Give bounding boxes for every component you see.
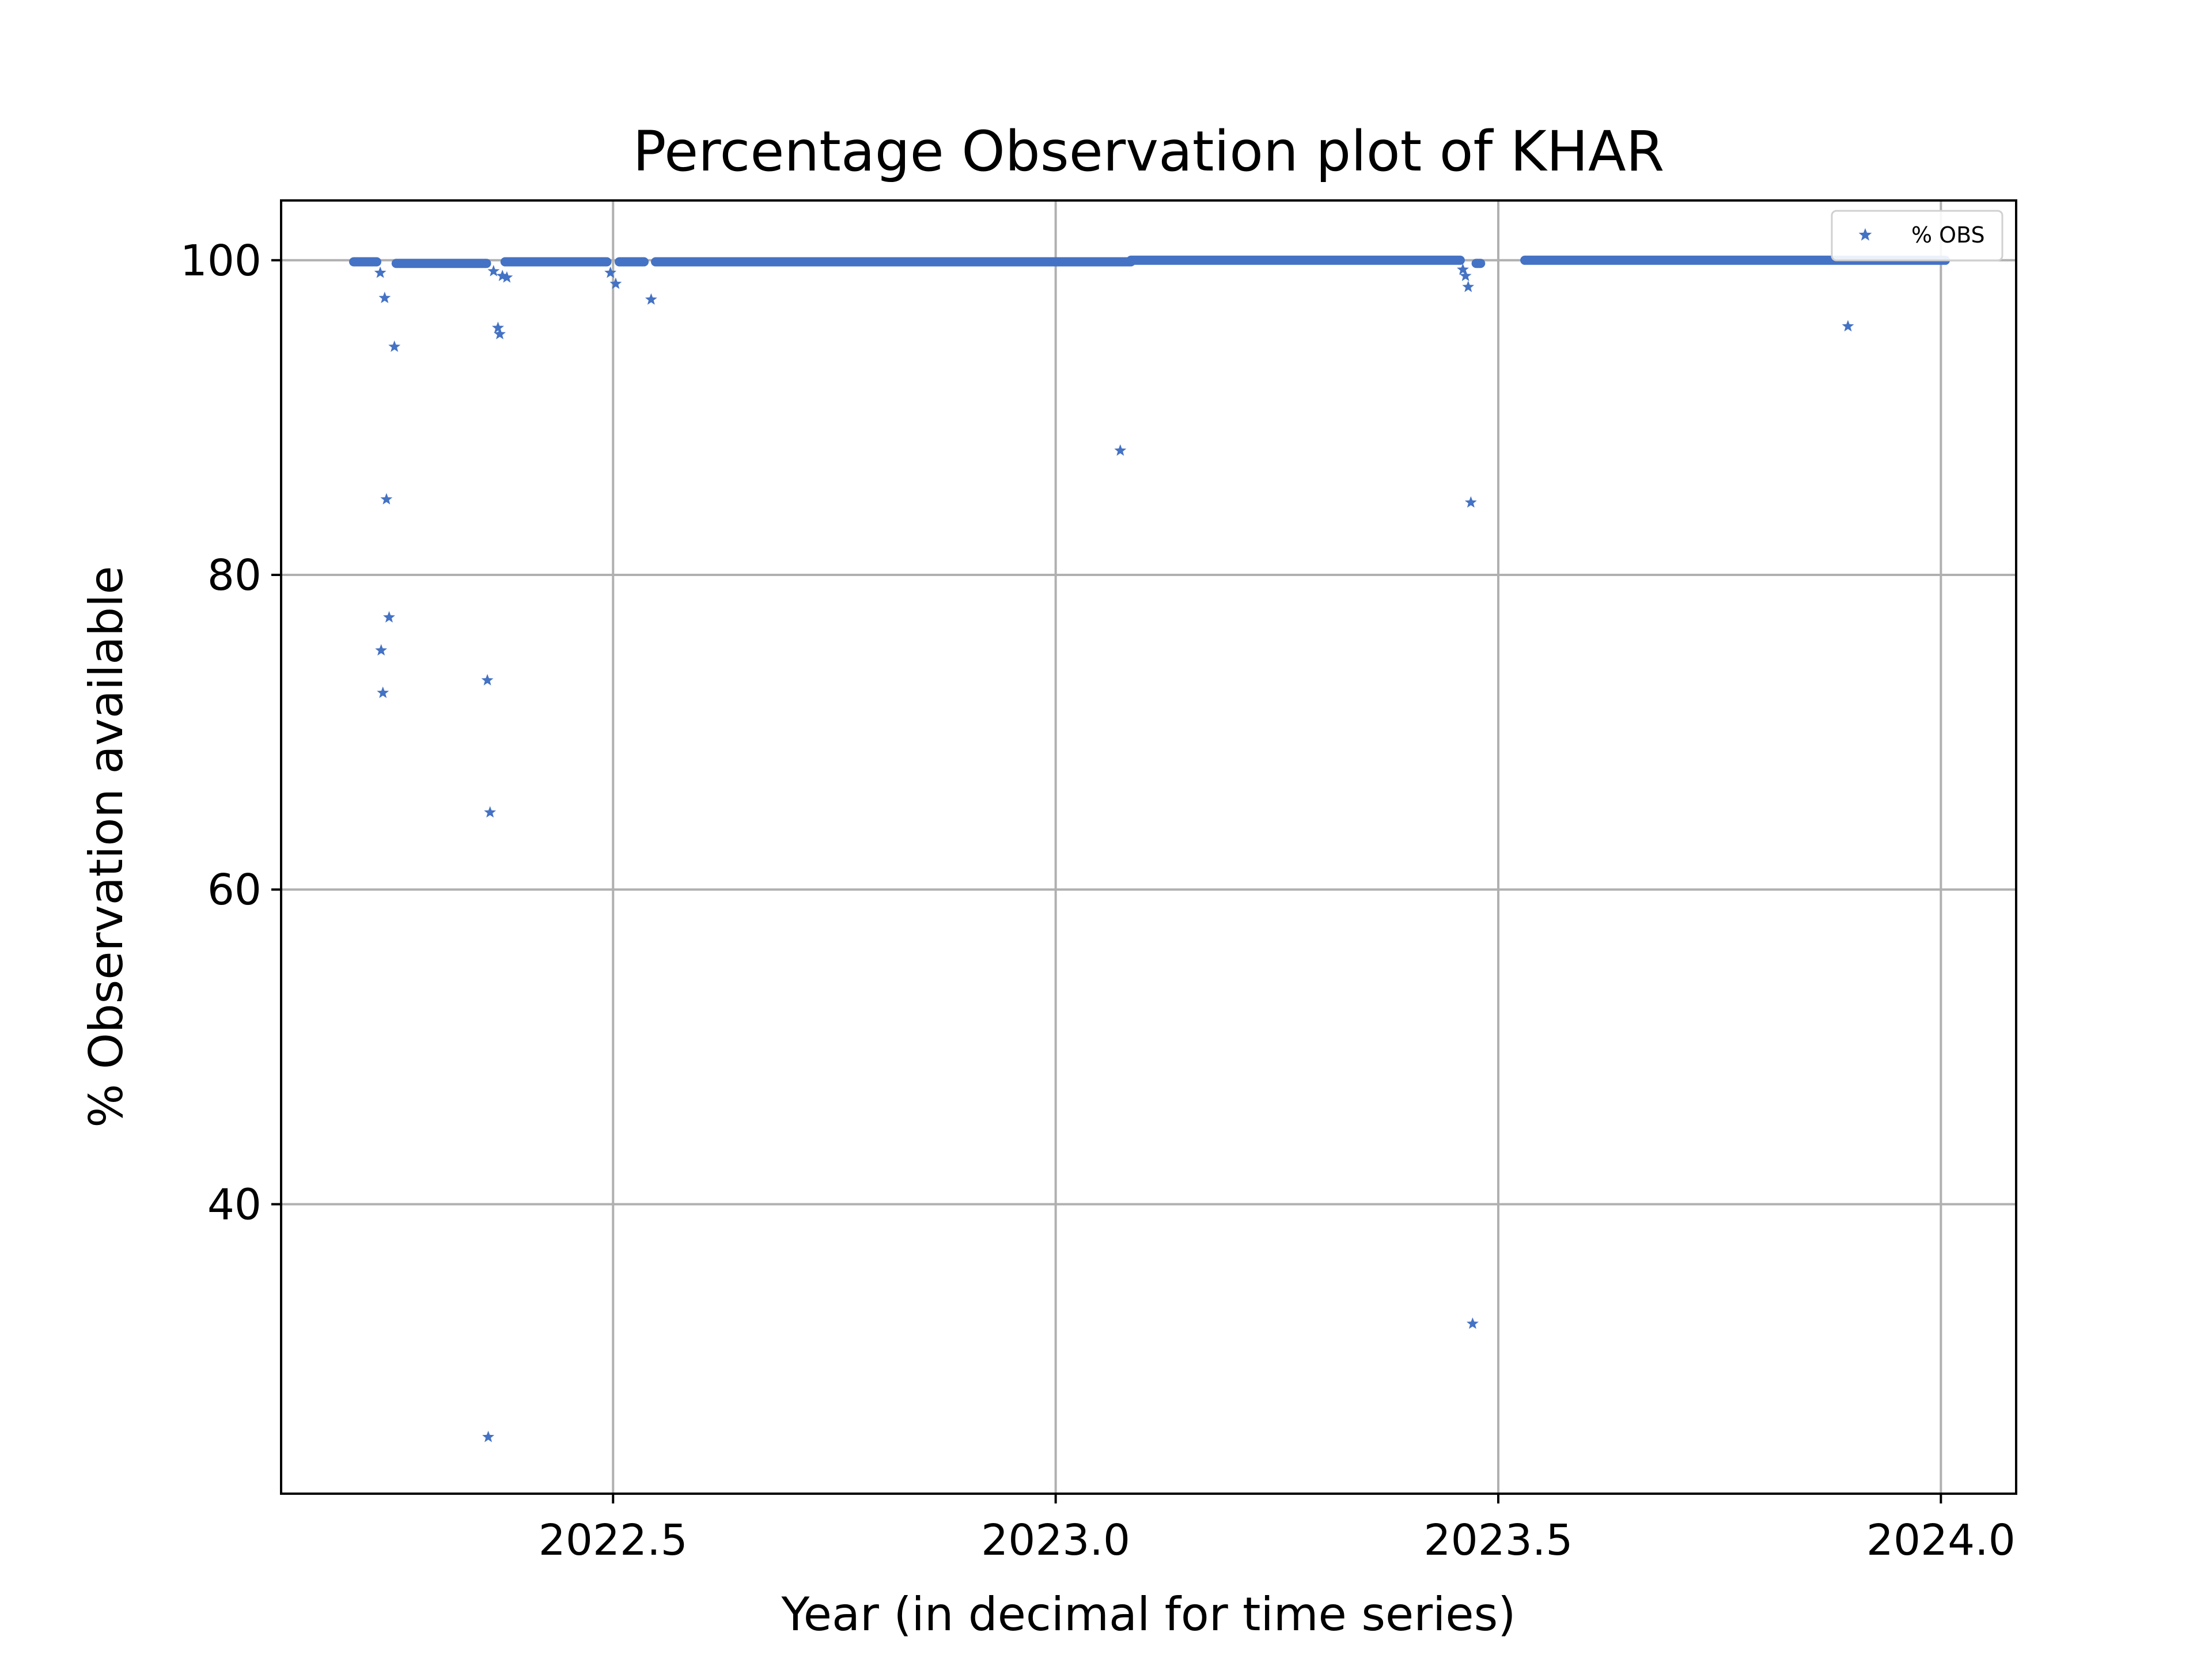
data-point bbox=[1114, 444, 1127, 456]
data-point bbox=[501, 271, 513, 283]
y-axis-label: % Observation available bbox=[79, 566, 133, 1127]
data-point bbox=[645, 293, 657, 305]
x-tick-label: 2023.5 bbox=[1424, 1516, 1573, 1565]
data-point bbox=[609, 277, 622, 289]
data-point bbox=[604, 266, 617, 278]
y-tick-label: 100 bbox=[180, 236, 262, 286]
data-point bbox=[1457, 263, 1469, 275]
data-point bbox=[380, 493, 393, 505]
data-point bbox=[496, 270, 509, 281]
plot-background bbox=[281, 200, 2016, 1494]
data-point bbox=[388, 340, 401, 352]
legend-entry-label: % OBS bbox=[1911, 222, 1985, 248]
legend: % OBS bbox=[1831, 210, 2003, 262]
legend-box bbox=[1831, 210, 2003, 262]
data-point bbox=[482, 1430, 495, 1442]
data-point bbox=[492, 321, 504, 334]
data-point bbox=[1467, 1317, 1479, 1329]
data-point bbox=[377, 686, 389, 698]
data-point bbox=[1462, 281, 1475, 293]
y-tick-label: 40 bbox=[207, 1180, 262, 1229]
data-point bbox=[484, 806, 497, 818]
y-tick-label: 60 bbox=[207, 865, 262, 915]
data-point bbox=[1842, 320, 1854, 332]
data-point bbox=[378, 291, 391, 304]
data-point bbox=[1459, 270, 1472, 281]
x-tick-label: 2022.5 bbox=[539, 1516, 688, 1565]
data-point bbox=[375, 644, 388, 656]
data-point bbox=[494, 328, 506, 339]
data-series bbox=[349, 255, 1950, 1442]
legend-marker-star bbox=[1858, 228, 1872, 241]
data-point bbox=[487, 264, 500, 276]
chart-title: Percentage Observation plot of KHAR bbox=[633, 119, 1665, 184]
x-axis-label: Year (in decimal for time series) bbox=[781, 1588, 1516, 1641]
x-tick-label: 2024.0 bbox=[1866, 1516, 2016, 1565]
data-point bbox=[374, 266, 387, 278]
y-tick-label: 80 bbox=[207, 551, 262, 600]
plot-frame bbox=[280, 199, 2017, 1495]
data-point bbox=[1464, 496, 1477, 508]
data-point bbox=[383, 611, 395, 623]
axis-ticks: 2022.5 2023.0 2023.5 2024.0 40 60 80 100 bbox=[180, 236, 2016, 1565]
x-tick-label: 2023.0 bbox=[981, 1516, 1130, 1565]
data-point bbox=[481, 674, 494, 685]
grid bbox=[281, 200, 2016, 1494]
